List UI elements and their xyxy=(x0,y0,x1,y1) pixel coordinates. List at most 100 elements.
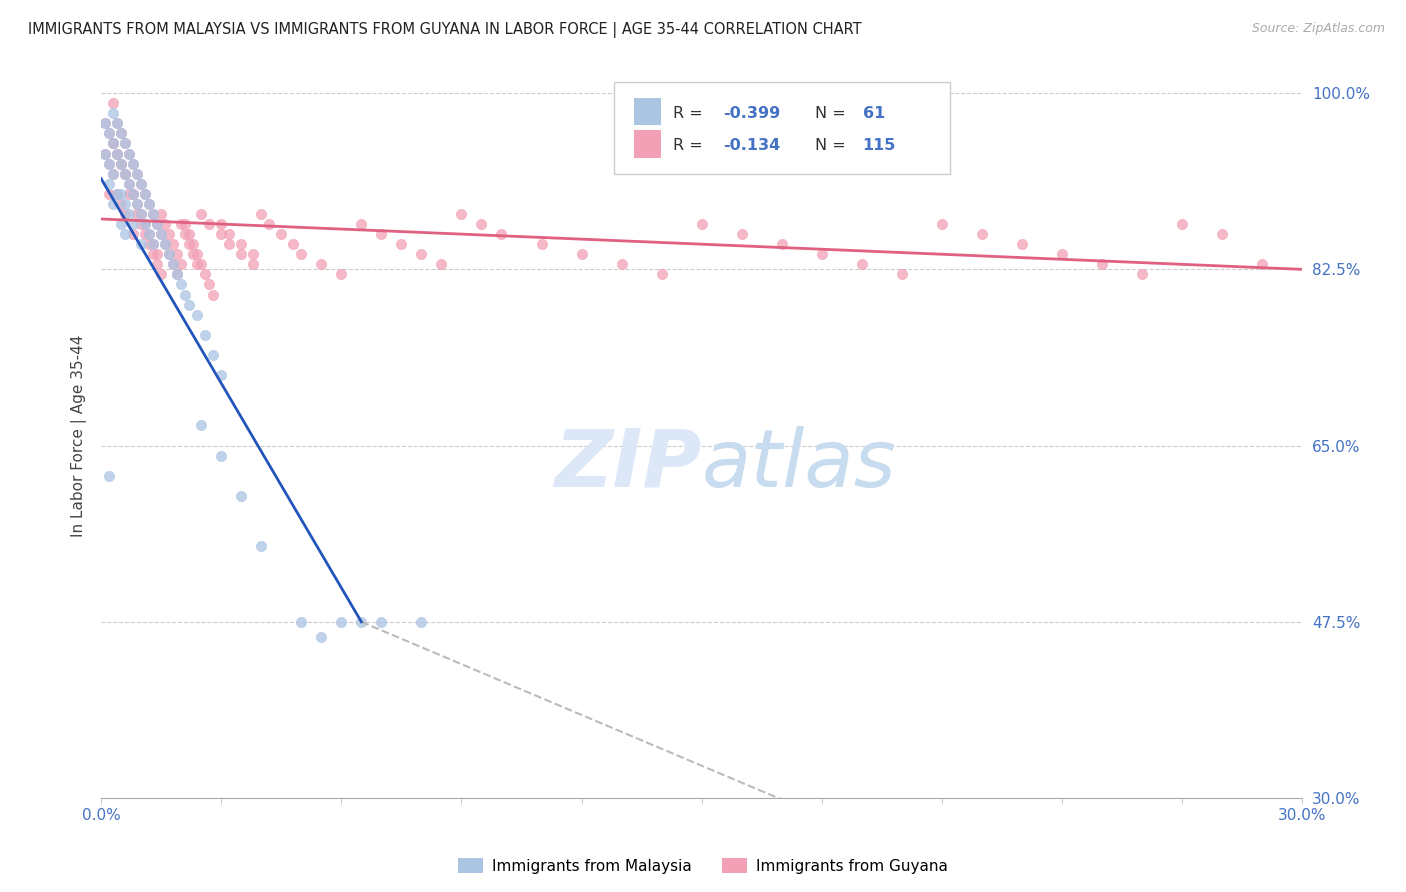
Point xyxy=(970,227,993,241)
Text: N =: N = xyxy=(814,106,851,121)
Point xyxy=(231,247,253,261)
Point xyxy=(190,207,212,221)
Point xyxy=(470,217,492,231)
Point xyxy=(110,186,132,201)
Point xyxy=(105,116,128,130)
Point xyxy=(350,615,373,629)
Point xyxy=(138,197,160,211)
Point xyxy=(170,257,193,271)
Point xyxy=(142,247,165,261)
Text: -0.399: -0.399 xyxy=(723,106,780,121)
Point xyxy=(110,197,132,211)
Point xyxy=(179,227,201,241)
Point xyxy=(98,127,121,141)
Point xyxy=(94,116,117,130)
Point xyxy=(162,237,184,252)
Point xyxy=(129,207,152,221)
Text: 61: 61 xyxy=(863,106,884,121)
Point xyxy=(105,146,128,161)
Point xyxy=(430,257,453,271)
Point xyxy=(190,418,212,433)
Point xyxy=(114,167,136,181)
Point xyxy=(330,615,353,629)
Point xyxy=(114,136,136,151)
Point xyxy=(105,186,128,201)
FancyBboxPatch shape xyxy=(634,97,661,125)
Point xyxy=(179,297,201,311)
Point xyxy=(110,127,132,141)
Point xyxy=(218,227,240,241)
Point xyxy=(202,348,225,362)
Point xyxy=(157,247,180,261)
Point xyxy=(138,237,160,252)
Point xyxy=(122,186,145,201)
Point xyxy=(157,247,180,261)
Point xyxy=(150,207,173,221)
Point xyxy=(110,127,132,141)
Point xyxy=(186,308,208,322)
Point xyxy=(181,237,204,252)
Point xyxy=(231,237,253,252)
Point xyxy=(181,247,204,261)
Point xyxy=(142,237,165,252)
Point xyxy=(150,227,173,241)
Point xyxy=(101,106,124,120)
Point xyxy=(202,287,225,301)
Point xyxy=(129,207,152,221)
Point xyxy=(931,217,953,231)
Point xyxy=(142,207,165,221)
Point xyxy=(122,217,145,231)
Point xyxy=(290,247,312,261)
Point xyxy=(118,146,141,161)
Point xyxy=(166,268,188,282)
Point xyxy=(101,96,124,111)
Point xyxy=(162,257,184,271)
Point xyxy=(98,177,121,191)
Point xyxy=(491,227,513,241)
Point xyxy=(194,268,217,282)
Point xyxy=(118,207,141,221)
Point xyxy=(1050,247,1073,261)
Point xyxy=(370,227,392,241)
Point xyxy=(127,197,149,211)
Point xyxy=(1211,227,1233,241)
Point xyxy=(118,177,141,191)
Point xyxy=(114,207,136,221)
Point xyxy=(1171,217,1194,231)
Point xyxy=(134,227,156,241)
Point xyxy=(250,207,273,221)
Point xyxy=(370,615,392,629)
Text: R =: R = xyxy=(673,106,707,121)
Point xyxy=(242,247,264,261)
Point xyxy=(166,247,188,261)
Point xyxy=(174,287,197,301)
Point xyxy=(146,217,169,231)
Point xyxy=(105,186,128,201)
Text: N =: N = xyxy=(814,138,851,153)
Point xyxy=(350,217,373,231)
Point xyxy=(98,186,121,201)
Point xyxy=(166,268,188,282)
Point xyxy=(150,227,173,241)
Point xyxy=(118,146,141,161)
Point xyxy=(127,167,149,181)
Point xyxy=(157,227,180,241)
Point xyxy=(98,127,121,141)
Point xyxy=(129,217,152,231)
Text: Source: ZipAtlas.com: Source: ZipAtlas.com xyxy=(1251,22,1385,36)
Point xyxy=(101,136,124,151)
Point xyxy=(170,277,193,292)
Point xyxy=(114,167,136,181)
Point xyxy=(146,247,169,261)
Point xyxy=(127,207,149,221)
Point xyxy=(114,197,136,211)
Point xyxy=(1011,237,1033,252)
Point xyxy=(851,257,873,271)
Point xyxy=(770,237,793,252)
Point xyxy=(105,146,128,161)
Point xyxy=(114,167,136,181)
Point xyxy=(290,615,312,629)
Point xyxy=(127,167,149,181)
Point xyxy=(209,227,232,241)
Point xyxy=(129,177,152,191)
